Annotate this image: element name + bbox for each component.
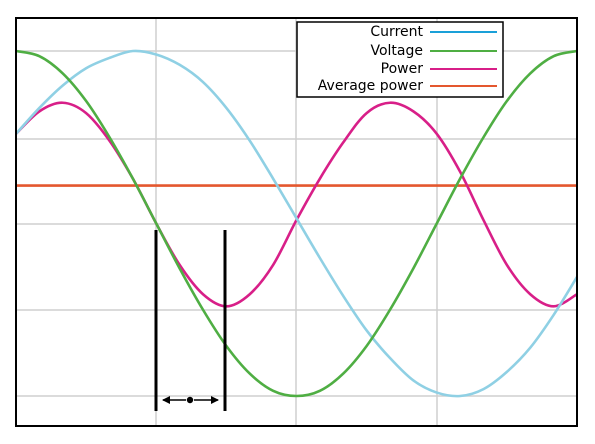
series-line-voltage bbox=[15, 49, 578, 398]
phase-arrowhead-right bbox=[211, 396, 219, 404]
plot-frame bbox=[15, 17, 578, 427]
legend-box bbox=[296, 21, 504, 98]
phase-arrow-dot bbox=[186, 396, 194, 404]
phase-shift-annotation bbox=[154, 230, 227, 411]
legend-label-voltage: Voltage bbox=[370, 43, 423, 59]
series-layer bbox=[15, 49, 579, 398]
legend-label-current: Current bbox=[370, 24, 423, 40]
legend-label-power: Power bbox=[381, 61, 424, 77]
legend: Current Voltage Power Average power bbox=[296, 21, 504, 98]
phase-arrowhead-left bbox=[162, 396, 170, 404]
legend-label-average-power: Average power bbox=[318, 78, 423, 94]
series-line-current bbox=[15, 49, 579, 398]
